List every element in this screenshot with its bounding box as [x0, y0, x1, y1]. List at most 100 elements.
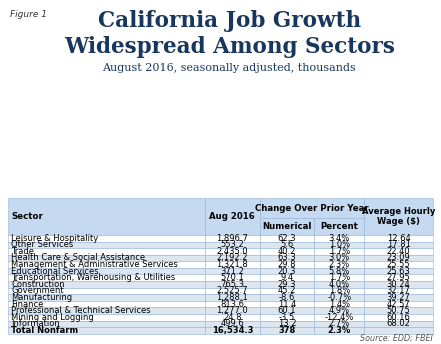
Text: Leisure & Hospitality: Leisure & Hospitality [11, 234, 98, 243]
Text: 1.4%: 1.4% [329, 300, 350, 309]
Bar [260, 241, 314, 248]
Text: Source: EDD; FBEI: Source: EDD; FBEI [360, 333, 433, 342]
Text: 4.9%: 4.9% [329, 306, 350, 315]
Bar [260, 248, 314, 255]
Text: 29.8: 29.8 [278, 260, 296, 269]
Bar [314, 301, 364, 307]
Text: 1.0%: 1.0% [329, 240, 350, 249]
Bar [8, 288, 205, 294]
Bar [314, 288, 364, 294]
Bar [314, 314, 364, 321]
Bar [260, 288, 314, 294]
Bar [314, 307, 364, 314]
Text: 378: 378 [278, 326, 295, 335]
Text: 68.02: 68.02 [387, 319, 411, 328]
Text: 2.3%: 2.3% [329, 260, 350, 269]
Bar [364, 281, 433, 288]
Bar [364, 301, 433, 307]
Text: 62.3: 62.3 [278, 234, 296, 243]
Text: 813.6: 813.6 [220, 300, 244, 309]
Text: -0.7%: -0.7% [327, 293, 351, 302]
Text: 32.17: 32.17 [387, 287, 411, 295]
Text: -8.6: -8.6 [279, 293, 295, 302]
Bar [205, 327, 260, 334]
Text: 22.40: 22.40 [387, 247, 411, 256]
Bar [205, 198, 260, 235]
Bar [8, 301, 205, 307]
Bar [205, 307, 260, 314]
Bar [314, 218, 364, 235]
Text: 12.64: 12.64 [387, 234, 411, 243]
Text: Trade: Trade [11, 247, 34, 256]
Text: 42.57: 42.57 [387, 300, 411, 309]
Bar [364, 314, 433, 321]
Text: 553.2: 553.2 [220, 240, 244, 249]
Bar [364, 198, 433, 235]
Text: Manufacturing: Manufacturing [11, 293, 72, 302]
Bar [260, 255, 314, 261]
Bar [260, 268, 314, 275]
Bar [364, 255, 433, 261]
Bar [205, 235, 260, 241]
Bar [260, 321, 314, 327]
Text: 39.27: 39.27 [387, 293, 411, 302]
Text: 2,435.0: 2,435.0 [217, 247, 248, 256]
Bar [8, 248, 205, 255]
Text: 63.3: 63.3 [278, 254, 296, 262]
Text: Health Care & Social Assistance: Health Care & Social Assistance [11, 254, 145, 262]
Text: 1,288.1: 1,288.1 [217, 293, 248, 302]
Bar [8, 261, 205, 268]
Text: -12.4%: -12.4% [325, 313, 354, 322]
Text: California Job Growth: California Job Growth [98, 10, 361, 32]
Bar [260, 275, 314, 281]
Text: 24.8: 24.8 [223, 313, 242, 322]
Bar [8, 255, 205, 261]
Bar [8, 307, 205, 314]
Bar [364, 288, 433, 294]
Text: Management & Administrative Services: Management & Administrative Services [11, 260, 178, 269]
Text: 1,321.8: 1,321.8 [217, 260, 248, 269]
Text: -3.5: -3.5 [279, 313, 295, 322]
Bar [8, 198, 205, 235]
Text: Widespread Among Sectors: Widespread Among Sectors [64, 36, 395, 58]
Bar [314, 275, 364, 281]
Text: Aug 2016: Aug 2016 [209, 212, 255, 221]
Bar [314, 294, 364, 301]
Text: Total Nonfarm: Total Nonfarm [11, 326, 78, 335]
Text: 2,192.2: 2,192.2 [217, 254, 248, 262]
Text: 1,896.7: 1,896.7 [217, 234, 248, 243]
Text: Educational Services: Educational Services [11, 267, 99, 276]
Text: 1.8%: 1.8% [329, 287, 350, 295]
Text: 13.2: 13.2 [278, 319, 296, 328]
Text: 765.3: 765.3 [220, 280, 244, 289]
Bar [314, 241, 364, 248]
Bar [364, 268, 433, 275]
Text: Percent: Percent [320, 222, 358, 231]
Text: 45.2: 45.2 [278, 287, 296, 295]
Bar [205, 281, 260, 288]
Text: 29.3: 29.3 [278, 280, 296, 289]
Bar [260, 301, 314, 307]
Bar [260, 294, 314, 301]
Text: 17.81: 17.81 [387, 240, 411, 249]
Bar [8, 268, 205, 275]
Bar [314, 235, 364, 241]
Text: Other Services: Other Services [11, 240, 73, 249]
Text: 11.4: 11.4 [278, 300, 296, 309]
Text: 25.63: 25.63 [387, 267, 411, 276]
Bar [260, 327, 314, 334]
Text: 499.6: 499.6 [220, 319, 244, 328]
Text: 2.7%: 2.7% [329, 319, 350, 328]
Text: 3.0%: 3.0% [329, 254, 350, 262]
Bar [314, 261, 364, 268]
Bar [8, 235, 205, 241]
Text: 3.4%: 3.4% [329, 234, 350, 243]
Text: 570.1: 570.1 [220, 273, 244, 282]
Bar [364, 248, 433, 255]
Text: Finance: Finance [11, 300, 43, 309]
Bar [314, 281, 364, 288]
Text: 30.24: 30.24 [387, 280, 411, 289]
Text: 2,525.7: 2,525.7 [217, 287, 248, 295]
Bar [205, 268, 260, 275]
Bar [205, 288, 260, 294]
